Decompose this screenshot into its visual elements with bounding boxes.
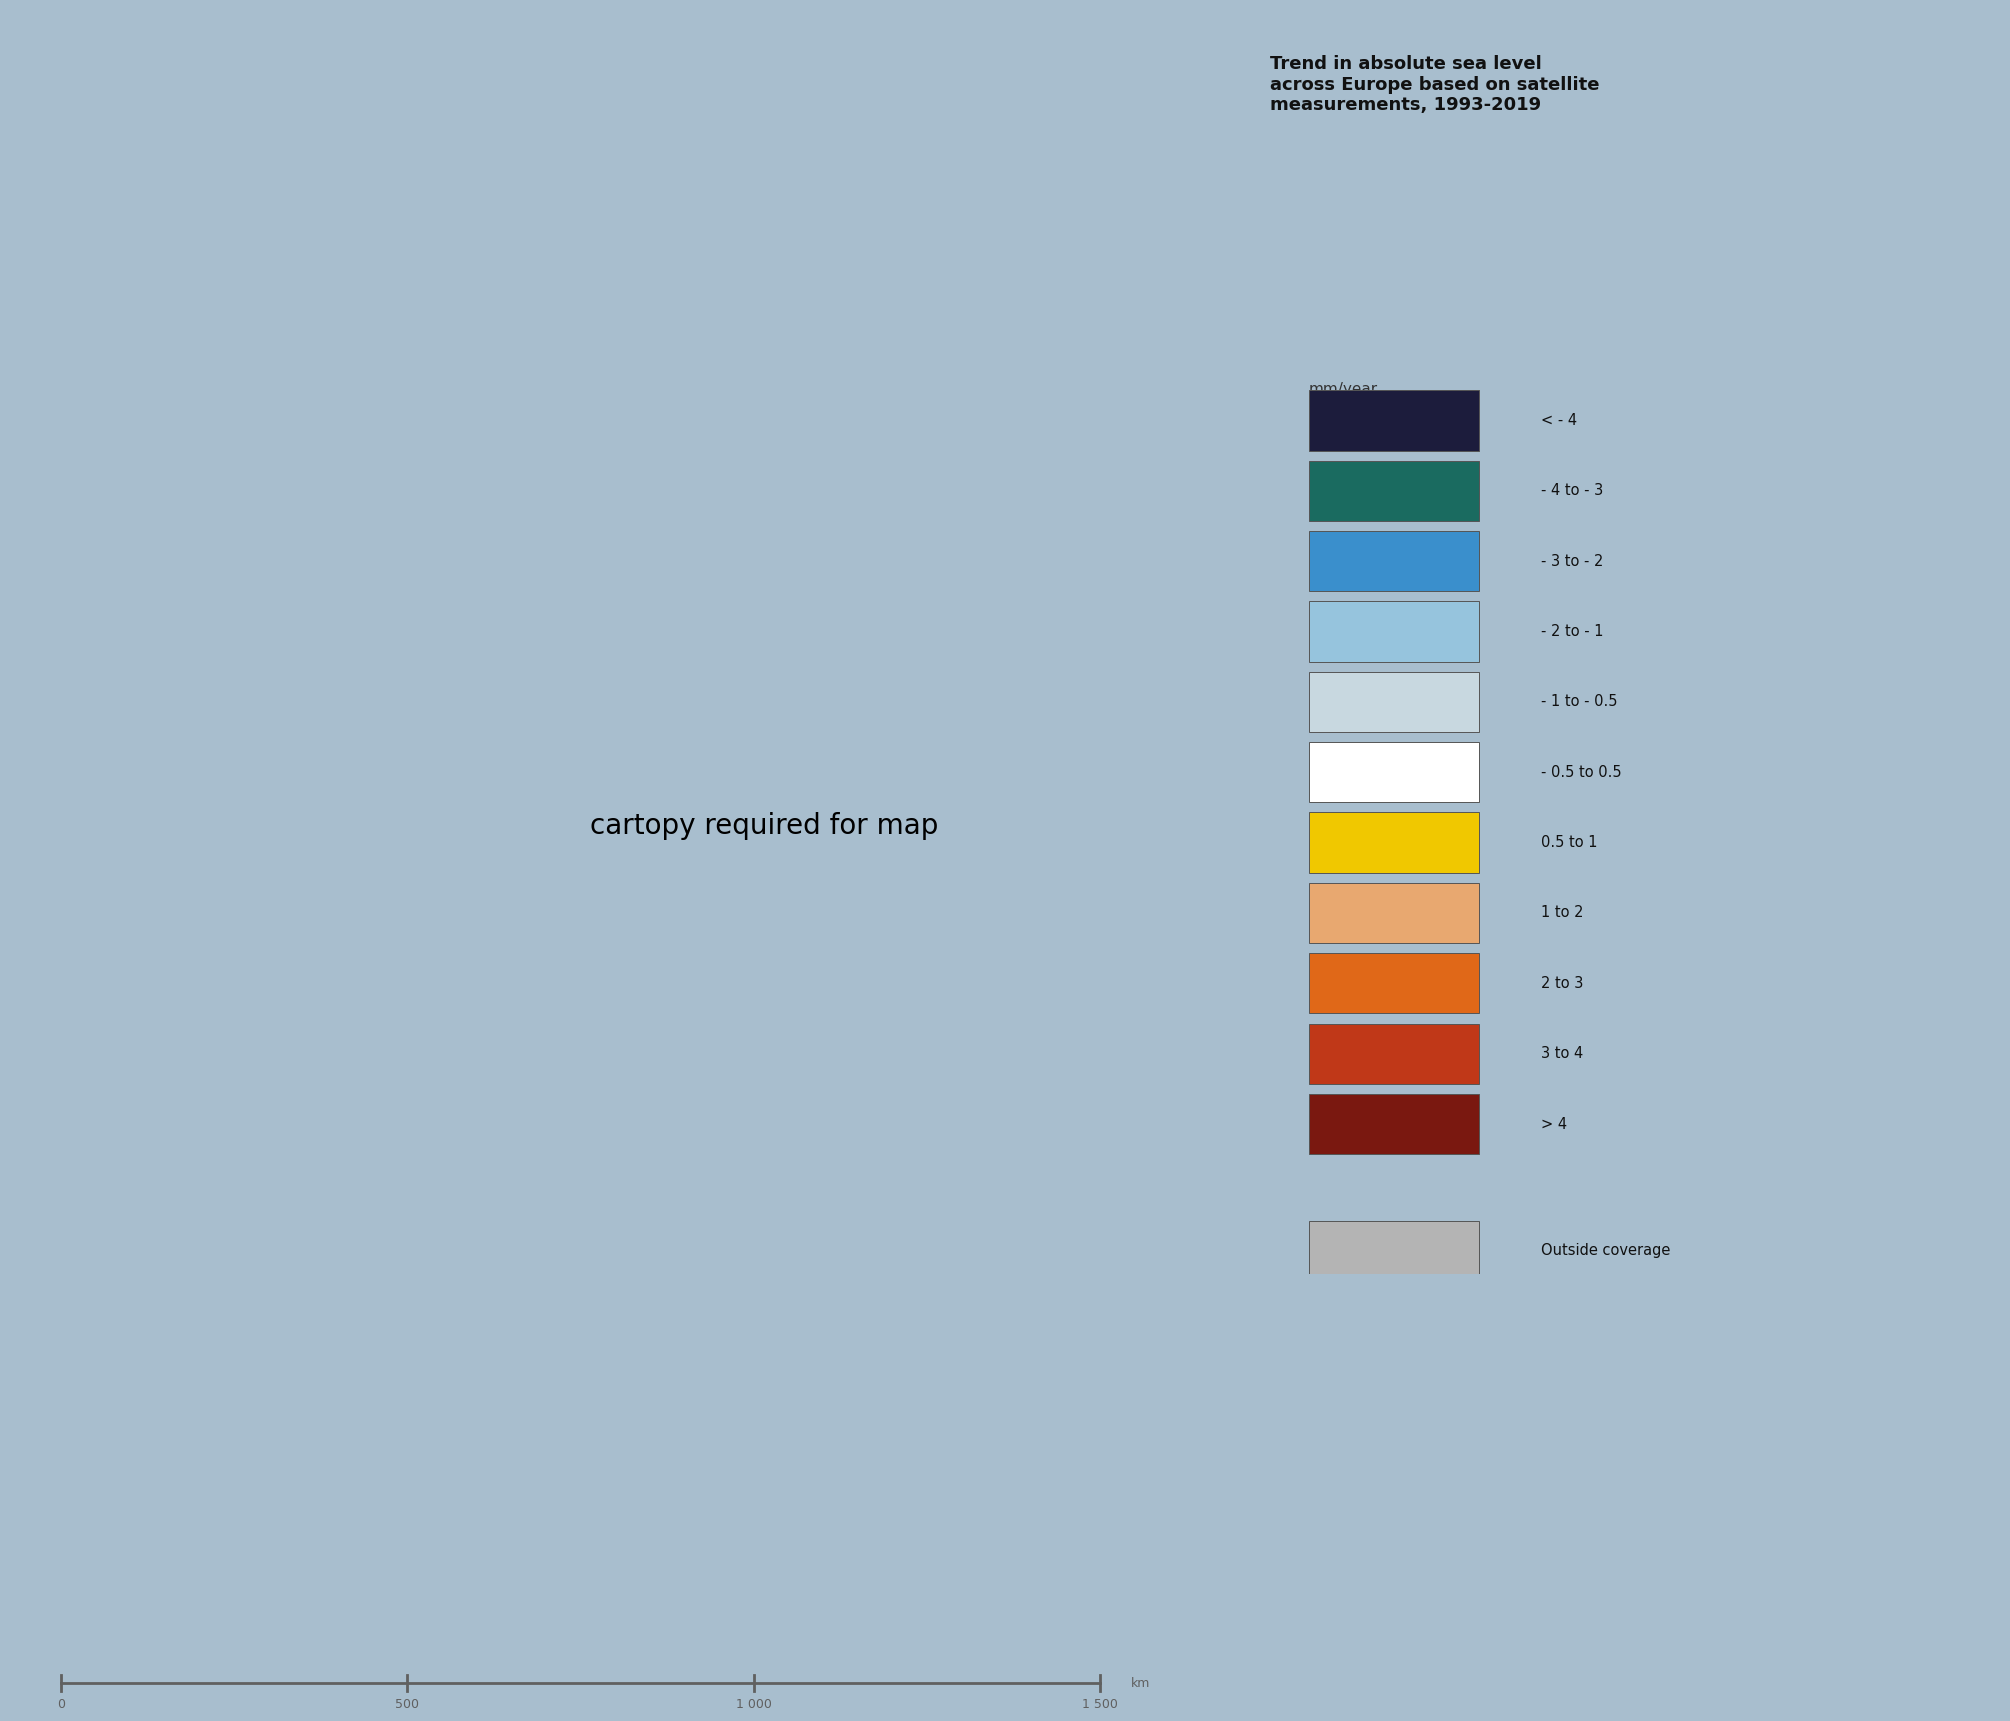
- Text: 0: 0: [56, 1699, 64, 1711]
- Text: 1 500: 1 500: [1081, 1699, 1118, 1711]
- Text: km: km: [1130, 1676, 1150, 1690]
- Bar: [1309, 391, 1479, 451]
- Bar: [1309, 601, 1479, 661]
- Bar: [1309, 1220, 1479, 1280]
- Text: < - 4: < - 4: [1542, 413, 1578, 429]
- Text: 1 to 2: 1 to 2: [1542, 905, 1584, 921]
- Bar: [1309, 812, 1479, 873]
- Text: - 3 to - 2: - 3 to - 2: [1542, 554, 1604, 568]
- Bar: [1309, 461, 1479, 521]
- Bar: [1309, 742, 1479, 802]
- Text: mm/year: mm/year: [1309, 382, 1379, 396]
- Text: - 0.5 to 0.5: - 0.5 to 0.5: [1542, 764, 1622, 780]
- Bar: [1309, 883, 1479, 943]
- Text: 3 to 4: 3 to 4: [1542, 1046, 1584, 1062]
- Bar: [1309, 671, 1479, 731]
- Text: > 4: > 4: [1542, 1117, 1568, 1131]
- Bar: [1309, 1024, 1479, 1084]
- Text: - 1 to - 0.5: - 1 to - 0.5: [1542, 694, 1618, 709]
- Text: 500: 500: [396, 1699, 420, 1711]
- Text: Outside coverage: Outside coverage: [1542, 1244, 1670, 1258]
- Text: 0.5 to 1: 0.5 to 1: [1542, 835, 1598, 850]
- Bar: [1309, 532, 1479, 592]
- Text: - 2 to - 1: - 2 to - 1: [1542, 625, 1604, 638]
- Text: 1 000: 1 000: [736, 1699, 772, 1711]
- Text: Trend in absolute sea level
across Europe based on satellite
measurements, 1993-: Trend in absolute sea level across Europ…: [1270, 55, 1600, 115]
- Text: cartopy required for map: cartopy required for map: [589, 812, 939, 840]
- Bar: [1309, 953, 1479, 1014]
- Text: - 4 to - 3: - 4 to - 3: [1542, 484, 1604, 499]
- Bar: [1309, 1095, 1479, 1155]
- Text: 2 to 3: 2 to 3: [1542, 976, 1584, 991]
